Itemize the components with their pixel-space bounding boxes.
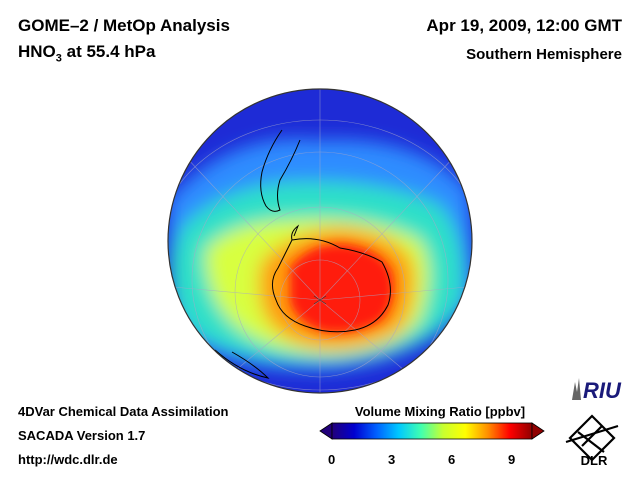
colorbar xyxy=(319,422,545,440)
field-core-maximum xyxy=(290,243,394,333)
map-subtitle: HNO3 at 55.4 hPa xyxy=(18,42,155,64)
south-america-coast xyxy=(260,129,301,212)
dlr-logo: DLR xyxy=(565,414,619,468)
colorbar-tick-label: 9 xyxy=(508,452,516,467)
globe-field xyxy=(168,89,472,393)
riu-logo-text: RIU xyxy=(583,378,622,403)
colorbar-tick-label: 6 xyxy=(448,452,456,467)
colorbar-title: Volume Mixing Ratio [ppbv] xyxy=(354,404,526,419)
pressure-level: at 55.4 hPa xyxy=(61,42,156,61)
species-subscript: 3 xyxy=(55,52,62,65)
cathedral-icon xyxy=(572,378,581,400)
antarctica-coast xyxy=(272,238,391,333)
map-title: GOME–2 / MetOp Analysis xyxy=(18,16,230,35)
footer-method: 4DVar Chemical Data Assimilation xyxy=(18,404,229,419)
footer-version: SACADA Version 1.7 xyxy=(18,428,146,443)
globe-outline xyxy=(167,88,473,394)
colorbar-tick-label: 0 xyxy=(328,452,336,467)
colorbar-tick-label: 3 xyxy=(388,452,396,467)
australia-coast xyxy=(214,349,270,379)
colorbar-gradient xyxy=(331,422,533,440)
pole-marker xyxy=(313,295,327,305)
dlr-emblem-icon xyxy=(565,414,619,462)
dlr-logo-text: DLR xyxy=(581,453,608,468)
colorbar-overflow-arrow xyxy=(531,422,545,440)
colorbar-underflow-arrow xyxy=(319,422,333,440)
analysis-date: Apr 19, 2009, 12:00 GMT xyxy=(426,16,622,35)
hemisphere-label: Southern Hemisphere xyxy=(466,46,622,63)
riu-logo: RIU xyxy=(572,378,622,403)
species-name: HNO xyxy=(18,42,56,61)
footer-url[interactable]: http://wdc.dlr.de xyxy=(18,452,118,467)
antarctic-peninsula-coast xyxy=(291,224,300,241)
